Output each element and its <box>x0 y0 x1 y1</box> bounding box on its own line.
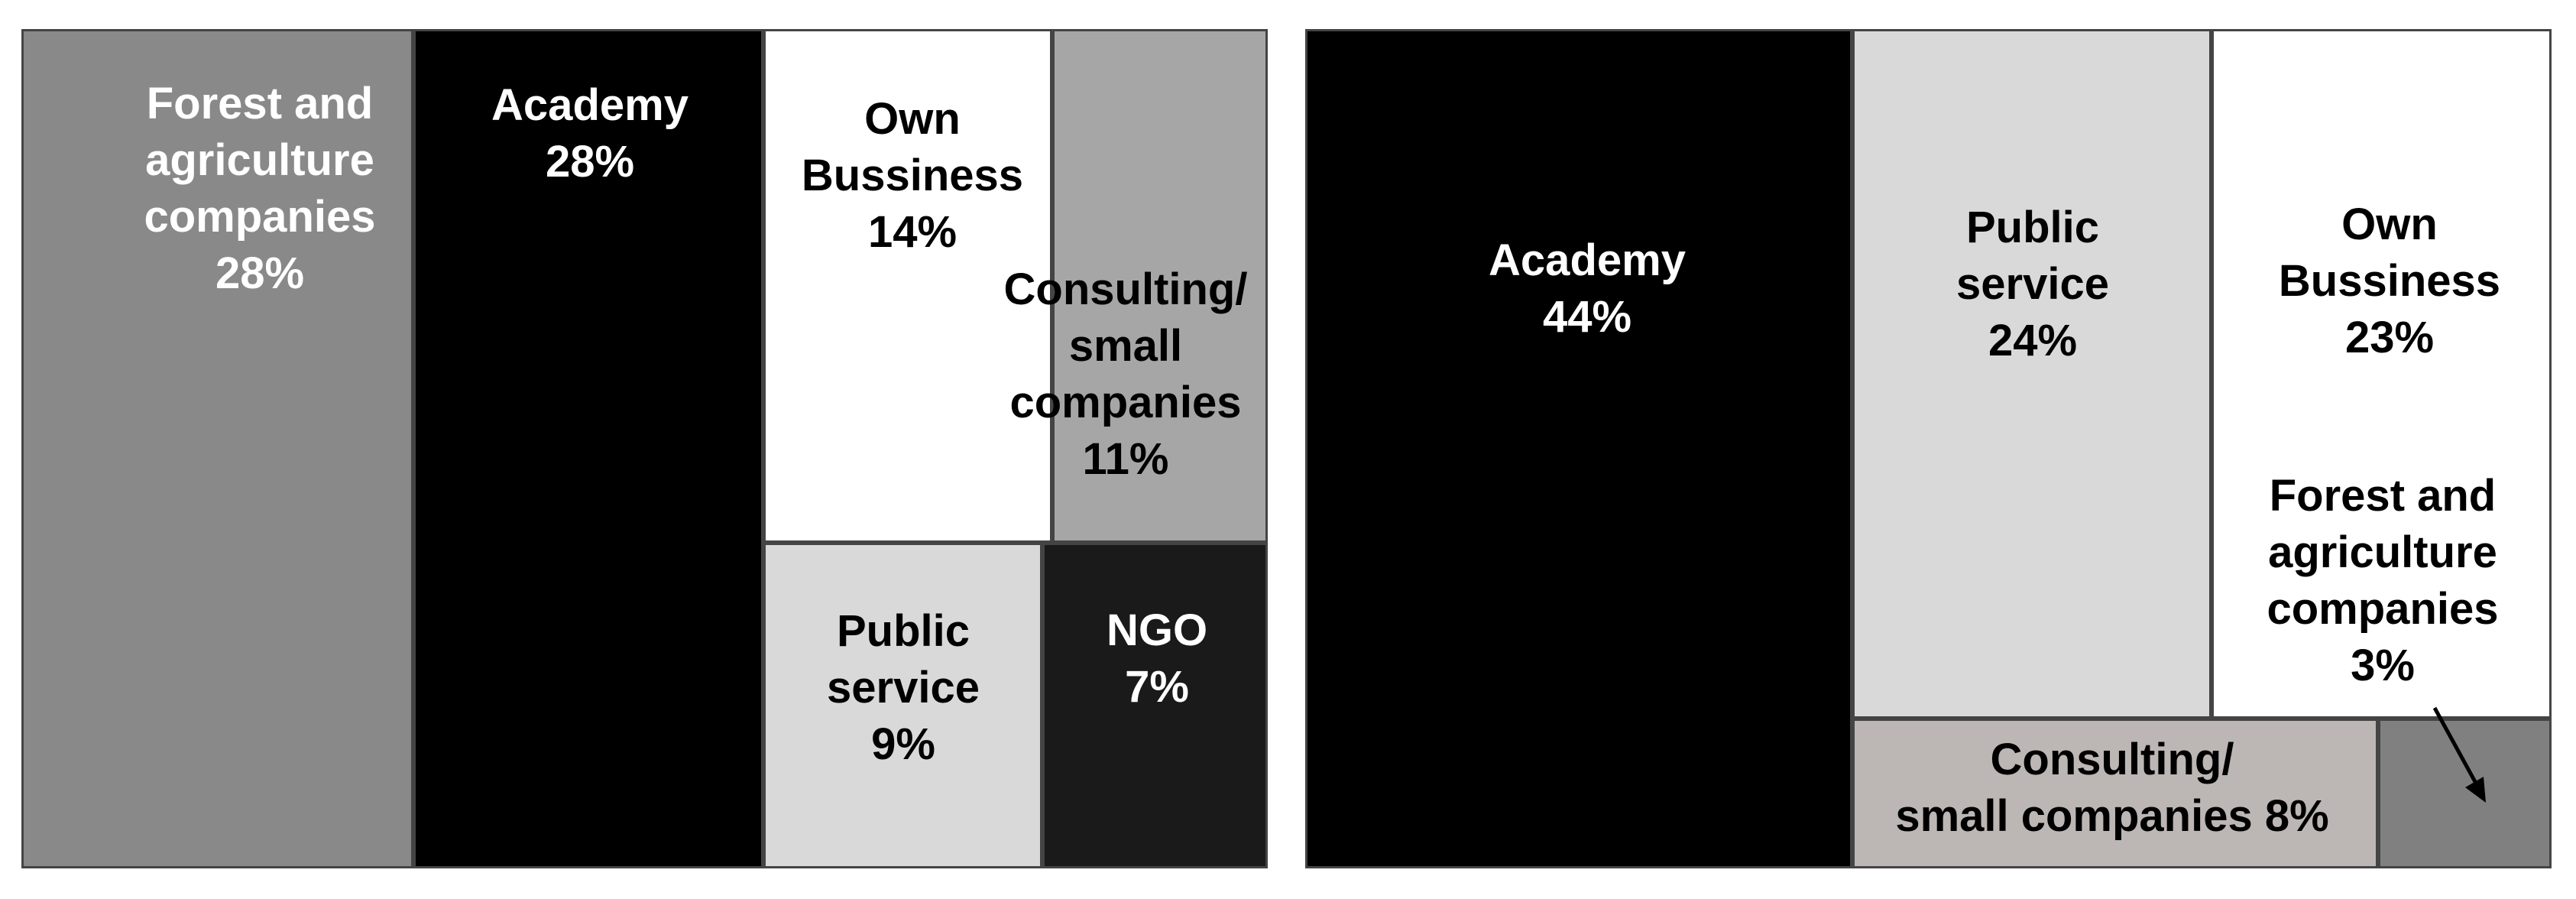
right-tile-own-bussiness <box>2211 29 2552 719</box>
left-tile-ngo <box>1042 543 1268 868</box>
left-tile-consulting-small-companies <box>1052 29 1268 543</box>
left-label-academy: Academy 28% <box>491 80 689 187</box>
left-tile-forest-and-agriculture-companies <box>21 29 413 868</box>
right-tile-forest-and-agriculture-companies <box>2378 719 2552 868</box>
left-tile-public-service <box>763 543 1042 868</box>
left-label-consulting-small-companies: Consulting/ small companies 11% <box>1003 265 1248 484</box>
right-tile-academy <box>1305 29 1852 868</box>
left-label-public-service: Public service 9% <box>827 606 980 769</box>
left-tile-academy <box>413 29 763 868</box>
right-label-public-service: Public service 24% <box>1956 203 2109 365</box>
right-label-own-bussiness: Own Bussiness 23% <box>2278 200 2501 362</box>
left-label-forest-and-agriculture-companies: Forest and agriculture companies 28% <box>144 79 376 298</box>
right-label-forest-and-agriculture-companies: Forest and agriculture companies 3% <box>2267 471 2499 690</box>
right-tile-consulting-small-companies <box>1852 719 2378 868</box>
right-label-academy: Academy 44% <box>1489 235 1686 342</box>
left-tile-own-bussiness <box>763 29 1052 543</box>
right-tile-public-service <box>1852 29 2211 719</box>
left-label-ngo: NGO 7% <box>1106 605 1208 712</box>
right-label-consulting-small-companies: Consulting/ small companies 8% <box>1895 735 2329 841</box>
left-label-own-bussiness: Own Bussiness 14% <box>801 94 1024 257</box>
